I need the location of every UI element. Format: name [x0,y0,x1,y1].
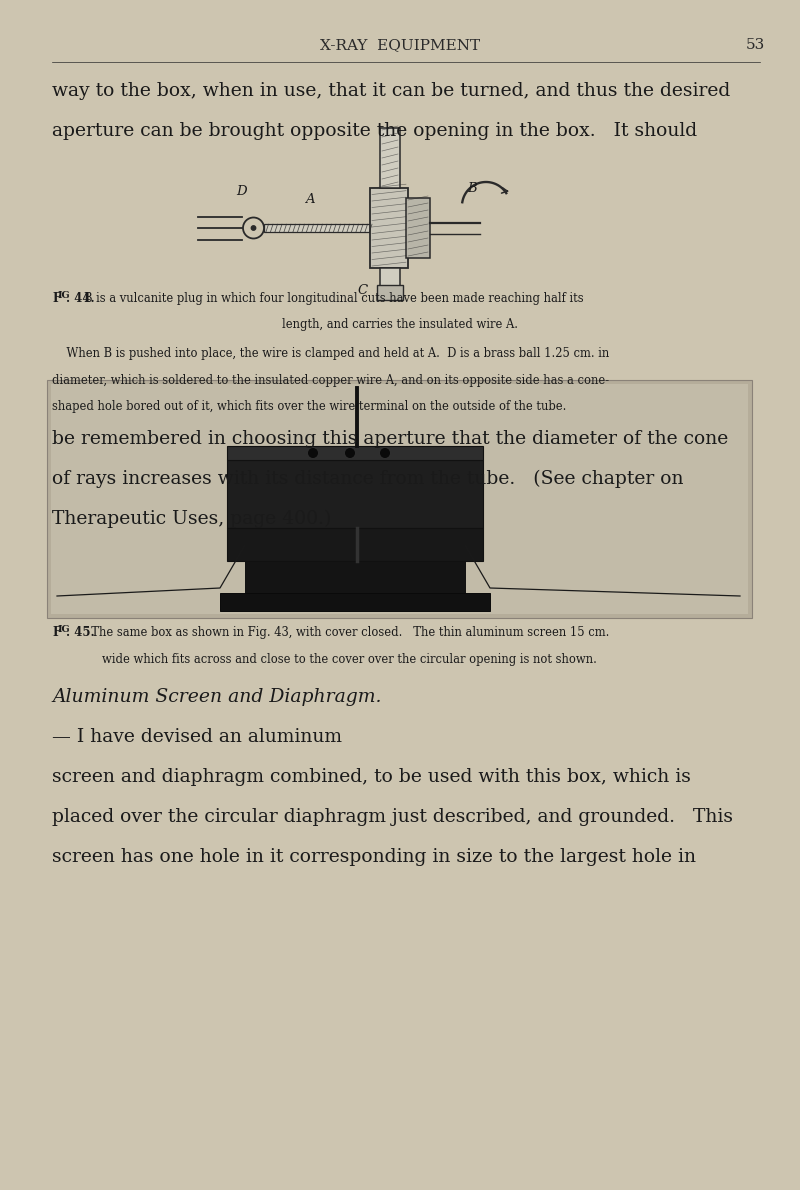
Text: IG: IG [58,292,70,300]
Bar [406,198,430,258]
Text: The same box as shown in Fig. 43, with cover closed.   The thin aluminum screen : The same box as shown in Fig. 43, with c… [84,626,610,639]
Bar [370,188,408,268]
Bar [245,560,465,593]
Text: D: D [237,184,247,198]
Text: . 45.: . 45. [66,626,94,639]
Circle shape [379,447,390,458]
Bar [51,384,748,614]
Text: of rays increases with its distance from the tube.   (See chapter on: of rays increases with its distance from… [52,470,683,488]
Text: F: F [52,626,60,639]
Text: placed over the circular diaphragm just described, and grounded.   This: placed over the circular diaphragm just … [52,808,733,826]
Circle shape [345,447,355,458]
Text: wide which fits across and close to the cover over the circular opening is not s: wide which fits across and close to the … [102,652,597,665]
Text: way to the box, when in use, that it can be turned, and thus the desired: way to the box, when in use, that it can… [52,82,730,100]
Text: be remembered in choosing this aperture that the diameter of the cone: be remembered in choosing this aperture … [52,430,728,447]
Bar [47,380,752,618]
Text: B: B [467,182,477,195]
Text: X-RAY  EQUIPMENT: X-RAY EQUIPMENT [320,38,480,52]
Circle shape [307,447,318,458]
Bar [220,593,490,610]
Text: A: A [305,193,315,206]
Text: When B is pushed into place, the wire is clamped and held at A.  D is a brass ba: When B is pushed into place, the wire is… [52,347,610,361]
Circle shape [251,226,256,230]
Text: screen and diaphragm combined, to be used with this box, which is: screen and diaphragm combined, to be use… [52,768,691,787]
Text: B is a vulcanite plug in which four longitudinal cuts have been made reaching ha: B is a vulcanite plug in which four long… [84,292,584,305]
Bar [227,461,483,528]
Text: diameter, which is soldered to the insulated copper wire A, and on its opposite : diameter, which is soldered to the insul… [52,374,609,387]
Text: — I have devised an aluminum: — I have devised an aluminum [52,728,342,746]
Text: shaped hole bored out of it, which fits over the wire terminal on the outside of: shaped hole bored out of it, which fits … [52,400,566,413]
Text: F: F [52,292,60,305]
Text: C: C [358,284,368,298]
Text: . 44.: . 44. [66,292,94,305]
Bar [377,284,403,300]
Text: aperture can be brought opposite the opening in the box.   It should: aperture can be brought opposite the ope… [52,123,697,140]
Text: IG: IG [58,625,70,634]
Text: screen has one hole in it corresponding in size to the largest hole in: screen has one hole in it corresponding … [52,848,696,866]
Text: length, and carries the insulated wire A.: length, and carries the insulated wire A… [282,318,518,331]
Bar [264,224,372,232]
Bar [227,446,483,461]
Text: 53: 53 [746,38,765,52]
Bar [380,129,400,188]
Bar [227,528,483,560]
Text: Aluminum Screen and Diaphragm.: Aluminum Screen and Diaphragm. [52,688,382,706]
Bar [380,268,400,286]
Text: Therapeutic Uses, page 400.): Therapeutic Uses, page 400.) [52,511,331,528]
